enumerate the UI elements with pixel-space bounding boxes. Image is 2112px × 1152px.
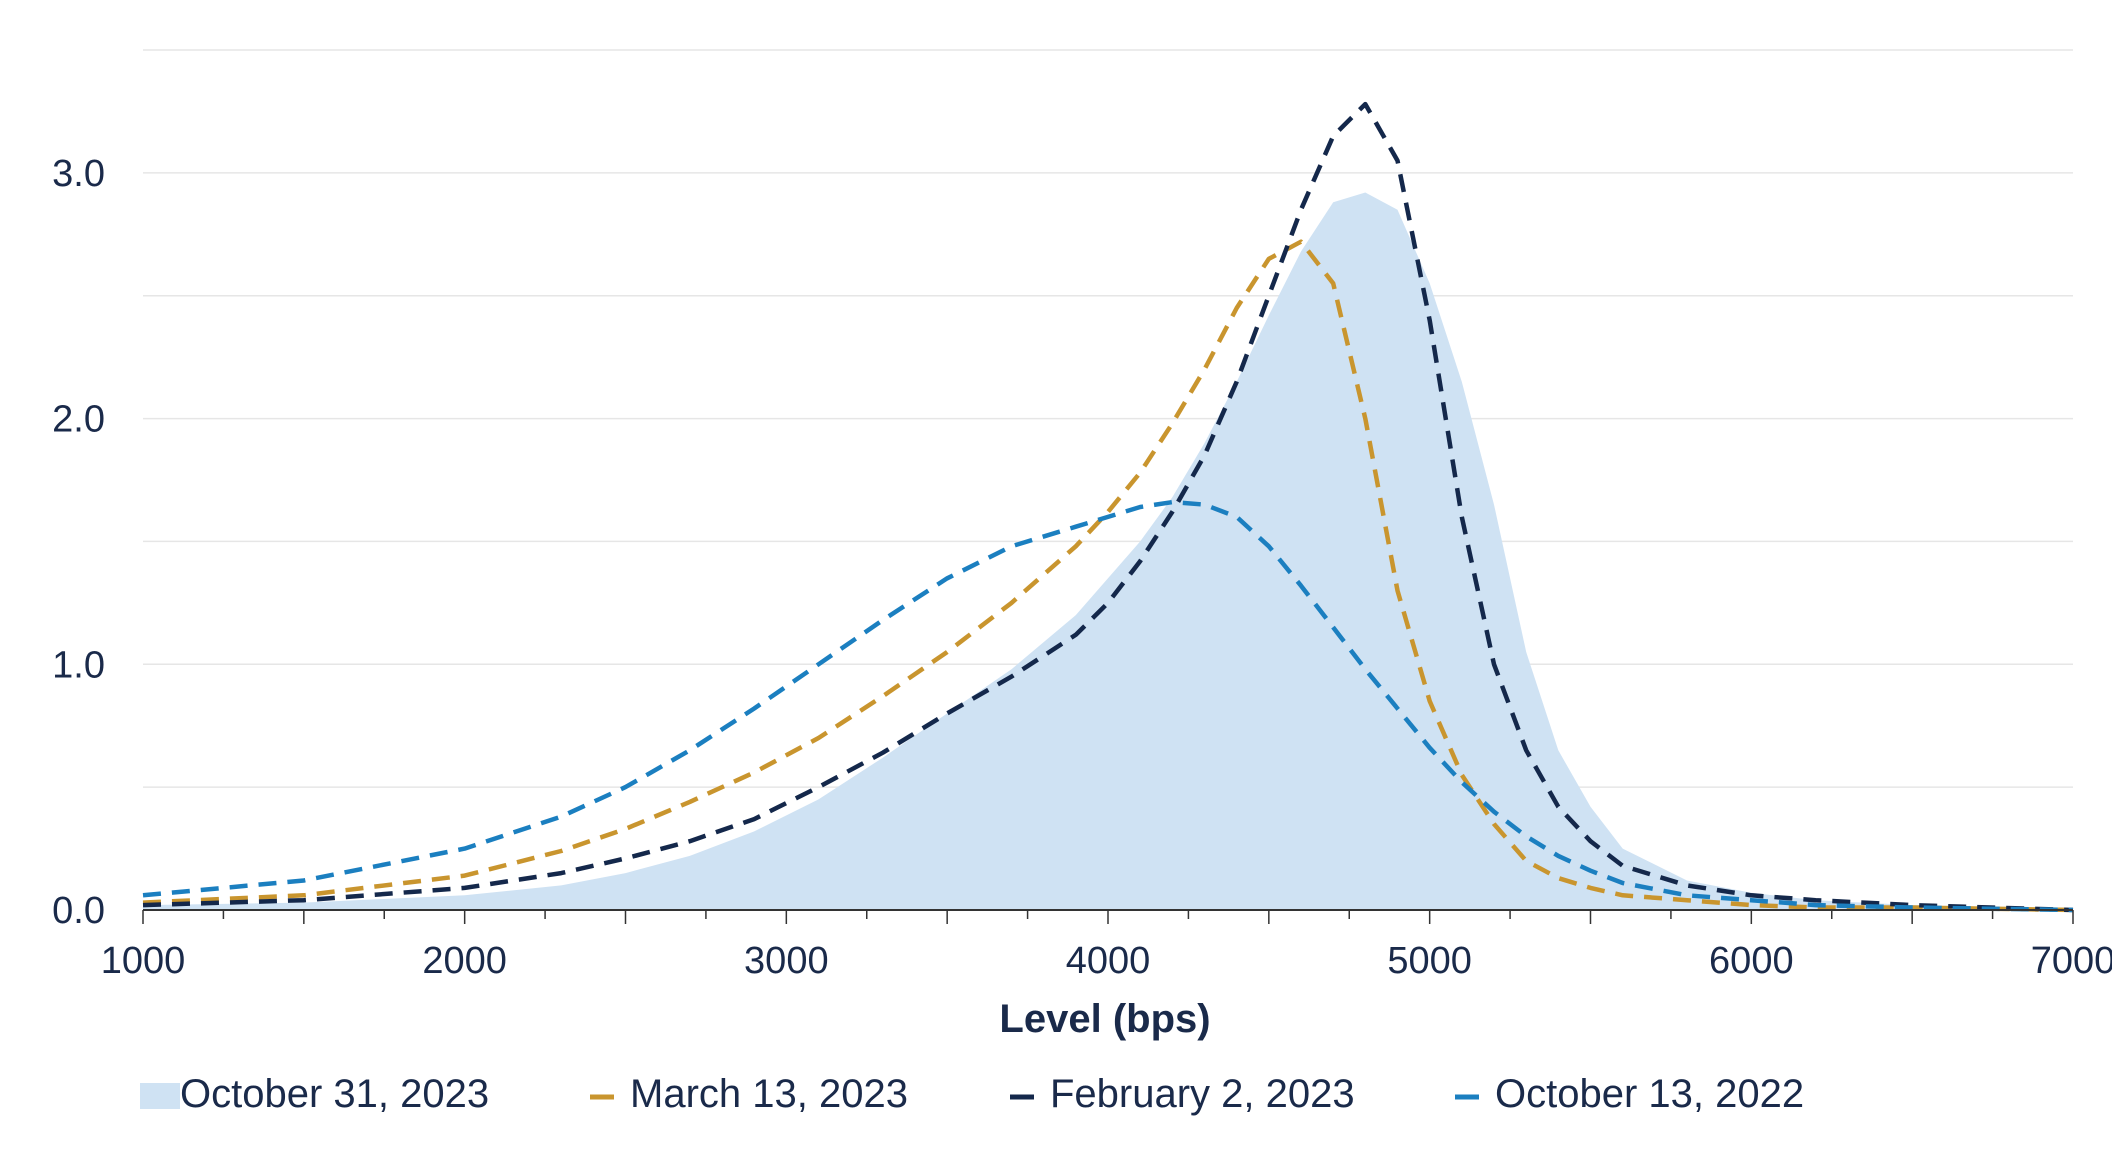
x-tick-label: 3000 — [744, 940, 829, 982]
legend-label: October 31, 2023 — [180, 1072, 489, 1116]
legend: October 31, 2023 March 13, 2023 February 2… — [140, 1072, 1804, 1116]
legend-swatch — [140, 1083, 180, 1109]
gridlines — [143, 49, 2073, 788]
y-tick-label: 1.0 — [52, 644, 105, 686]
x-tick-label: 4000 — [1066, 940, 1151, 982]
y-tick-label: 0.0 — [52, 890, 105, 932]
y-axis-tick-labels: 0.0 1.0 2.0 3.0 — [52, 153, 105, 932]
legend-label: March 13, 2023 — [630, 1072, 908, 1116]
x-axis: 1000 2000 3000 4000 5000 6000 7000 — [101, 909, 2112, 982]
area-series-layer — [143, 192, 2073, 910]
line-series-layer — [142, 101, 2074, 913]
y-tick-label: 3.0 — [52, 153, 105, 195]
x-tick-label: 7000 — [2031, 940, 2112, 982]
legend-label: October 13, 2022 — [1495, 1072, 1804, 1116]
y-tick-label: 2.0 — [52, 399, 105, 441]
series-line — [142, 499, 2074, 913]
series-line — [142, 239, 2074, 913]
x-tick-label: 2000 — [422, 940, 507, 982]
series-line — [142, 101, 2074, 913]
x-axis-title: Level (bps) — [999, 997, 1210, 1041]
x-tick-label: 6000 — [1709, 940, 1794, 982]
x-tick-label: 5000 — [1387, 940, 1472, 982]
legend-label: February 2, 2023 — [1050, 1072, 1355, 1116]
series-area — [143, 192, 2073, 910]
x-tick-label: 1000 — [101, 940, 186, 982]
